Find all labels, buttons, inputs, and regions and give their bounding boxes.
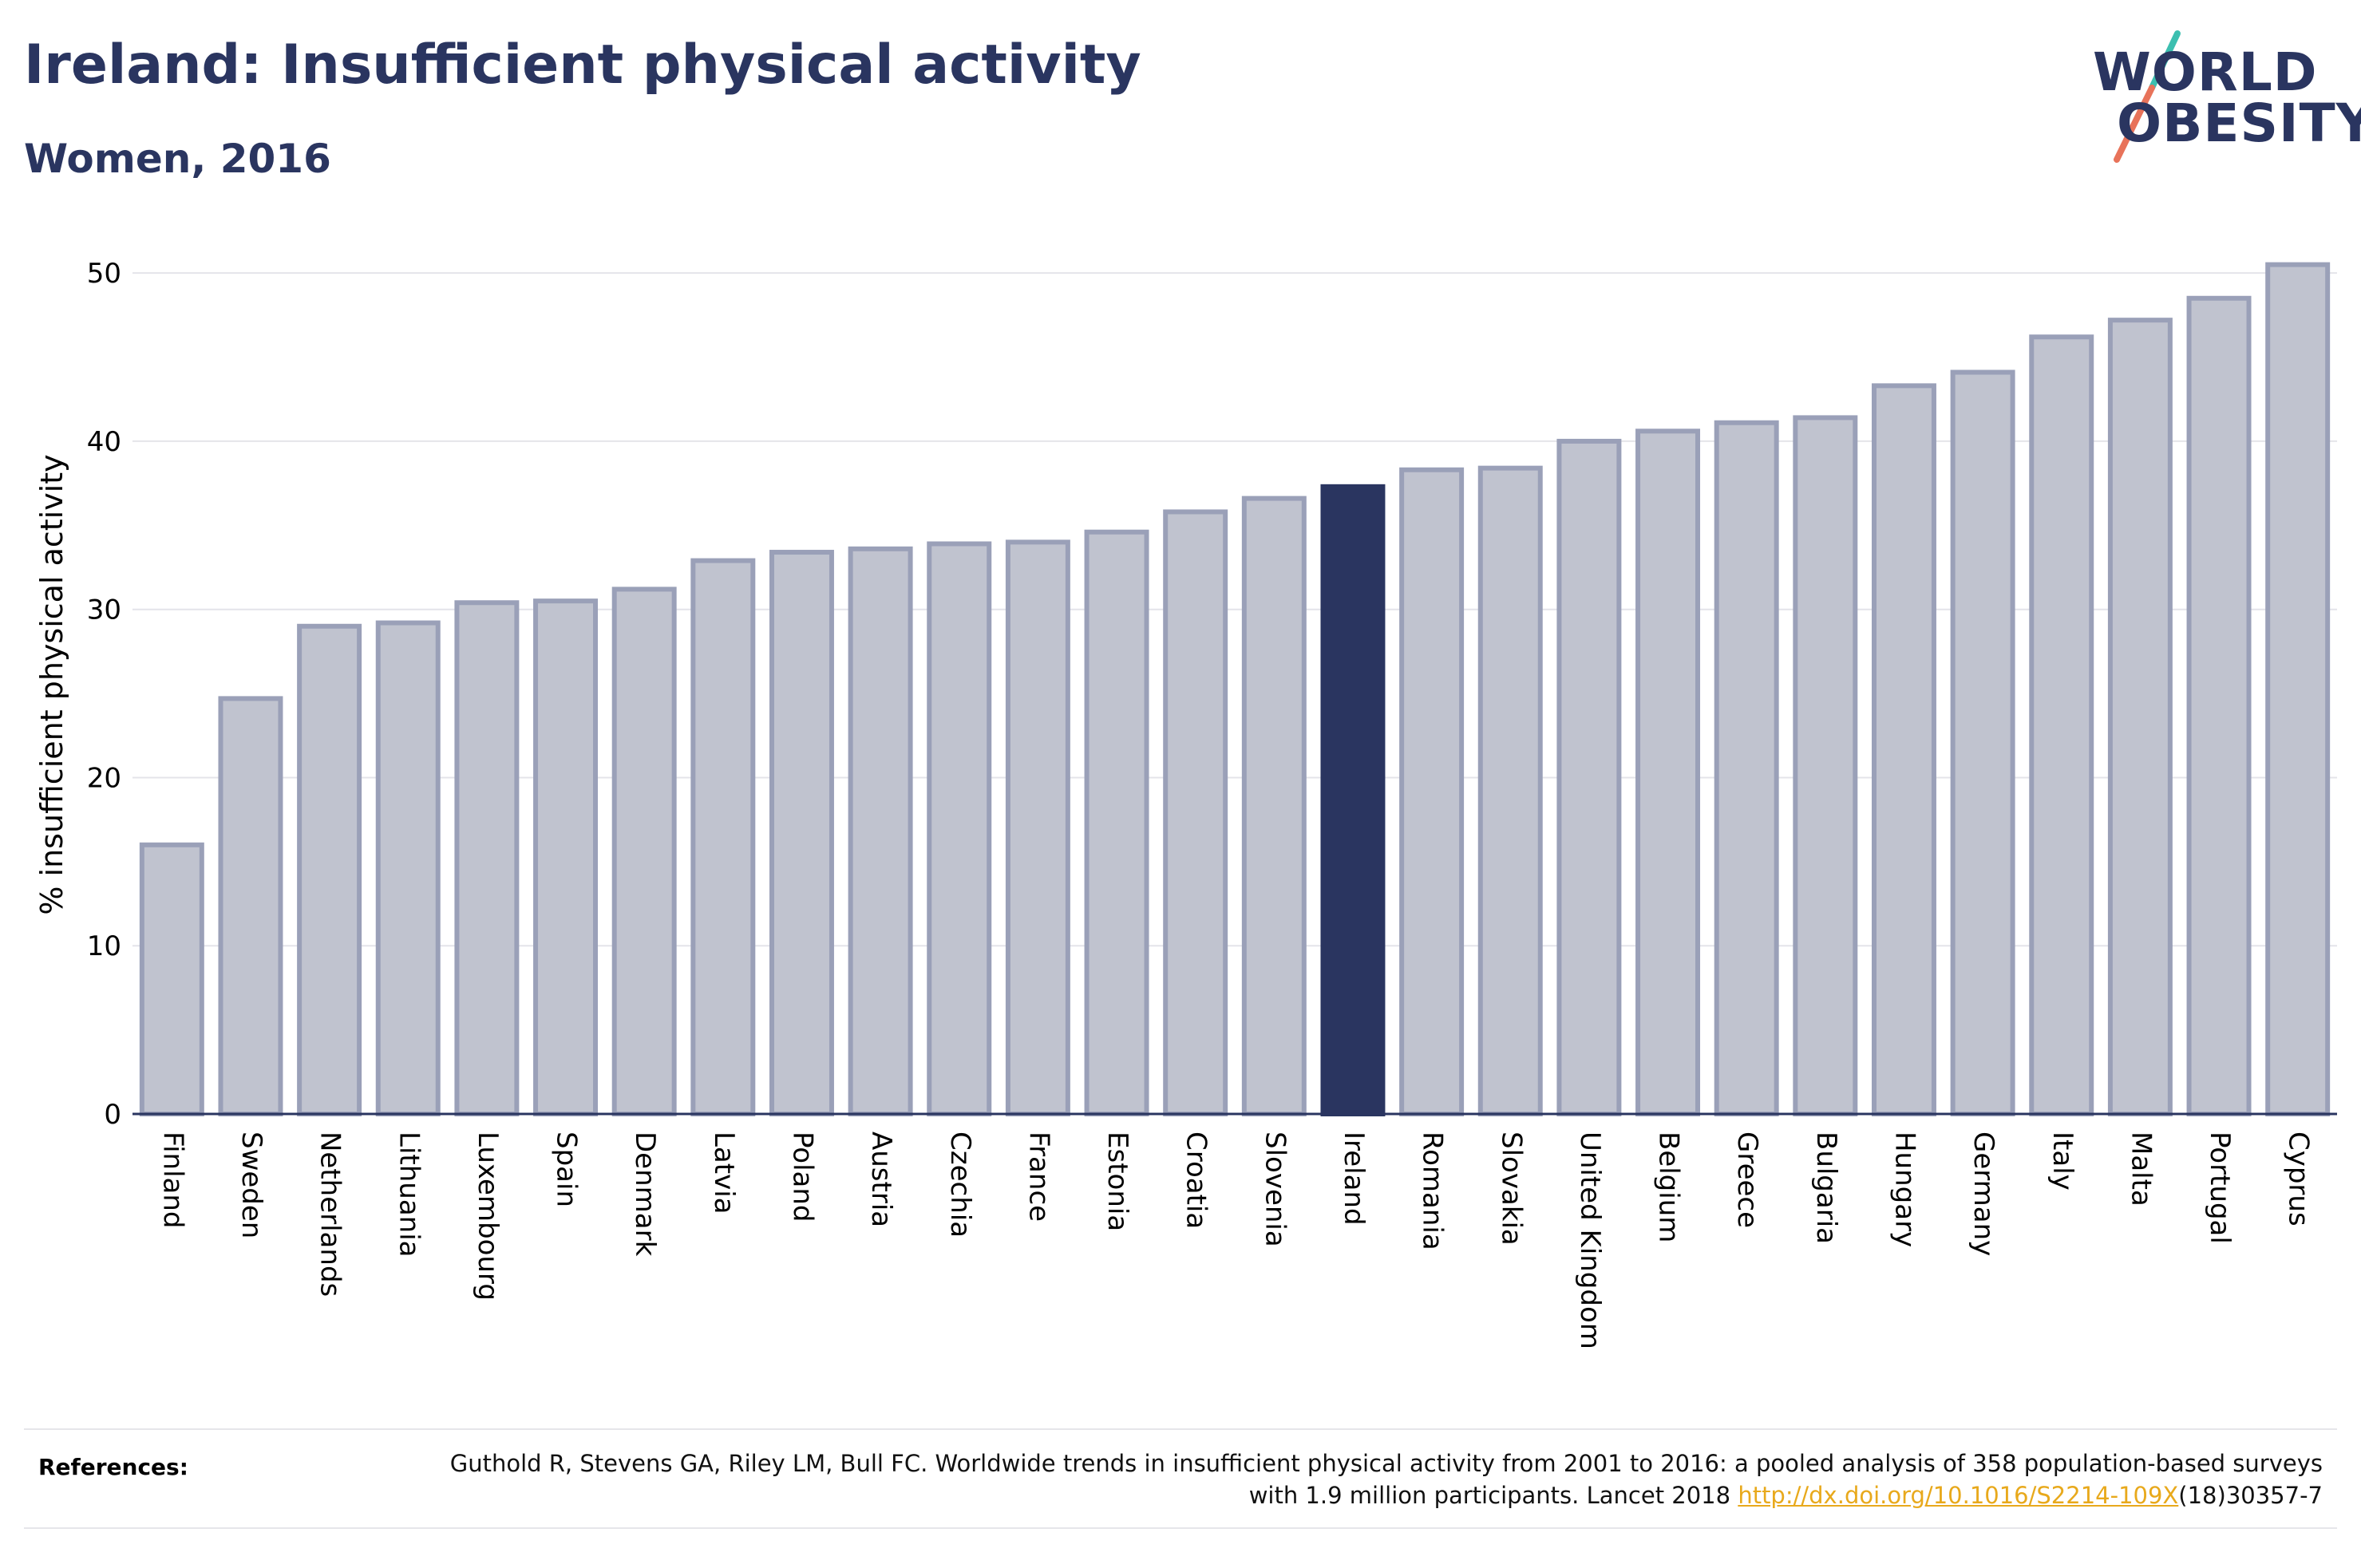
world-obesity-logo: WORLD OBESITY — [2075, 24, 2361, 184]
reference-citation: Guthold R, Stevens GA, Riley LM, Bull FC… — [449, 1450, 2323, 1509]
logo-text-obesity: OBESITY — [2117, 93, 2361, 154]
y-axis-ticks: 0 10 20 30 40 50 — [87, 258, 121, 1131]
y-tick-label: 10 — [87, 930, 121, 962]
bar-chart: 0 10 20 30 40 50 Finland Sweden Netherlands Lith… — [34, 258, 2337, 1349]
y-tick-label: 50 — [87, 258, 121, 290]
bar-spain — [533, 598, 599, 1116]
reference-citation-suffix: (18)30357-7 — [2178, 1482, 2323, 1509]
references-section: References: Guthold R, Stevens GA, Riley… — [24, 1428, 2337, 1529]
x-tick-label: Romania — [1417, 1132, 1449, 1250]
x-tick-label: Estonia — [1101, 1132, 1133, 1231]
bar-czechia — [927, 541, 992, 1116]
bar-netherlands — [297, 623, 362, 1116]
bar-belgium — [1635, 429, 1701, 1116]
bar-denmark — [611, 587, 677, 1116]
bar-poland — [769, 550, 834, 1116]
x-tick-label: Slovenia — [1259, 1132, 1291, 1247]
bar-sweden — [218, 696, 283, 1116]
references-label: References: — [38, 1454, 188, 1480]
x-tick-label: Germany — [1968, 1132, 1999, 1256]
x-tick-label: Spain — [551, 1132, 583, 1207]
bar-italy — [2029, 334, 2094, 1116]
y-axis-title: % insufficient physical activity — [34, 454, 69, 914]
x-tick-label: Czechia — [944, 1132, 976, 1238]
x-tick-label: Poland — [786, 1132, 818, 1222]
x-tick-label: Sweden — [235, 1132, 267, 1238]
x-tick-label: Hungary — [1888, 1132, 1920, 1247]
chart-subtitle: Women, 2016 — [24, 136, 331, 182]
y-tick-label: 0 — [104, 1099, 121, 1131]
bars — [139, 262, 2331, 1117]
x-tick-label: France — [1022, 1132, 1054, 1222]
x-tick-label: Latvia — [708, 1132, 740, 1215]
bar-romania — [1399, 467, 1465, 1116]
bar-finland — [139, 842, 204, 1117]
x-tick-label: Netherlands — [314, 1132, 346, 1297]
bar-malta — [2107, 318, 2173, 1116]
reference-doi-link[interactable]: http://dx.doi.org/10.1016/S2214-109X — [1738, 1482, 2179, 1509]
y-tick-label: 20 — [87, 762, 121, 794]
y-tick-label: 30 — [87, 594, 121, 626]
bar-hungary — [1871, 383, 1936, 1117]
bar-estonia — [1084, 529, 1149, 1116]
bar-luxembourg — [454, 600, 520, 1116]
bar-ireland — [1320, 484, 1386, 1116]
x-tick-label: Ireland — [1338, 1132, 1370, 1226]
bar-lithuania — [375, 620, 441, 1116]
bar-portugal — [2186, 295, 2252, 1116]
x-tick-label: Cyprus — [2283, 1132, 2315, 1226]
logo-text-world: WORLD — [2093, 41, 2318, 103]
x-tick-label: Belgium — [1653, 1132, 1685, 1242]
x-tick-label: Denmark — [629, 1132, 661, 1257]
x-tick-label: Slovakia — [1495, 1132, 1527, 1246]
bar-greece — [1714, 420, 1779, 1116]
bar-croatia — [1163, 509, 1228, 1116]
bar-cyprus — [2265, 262, 2331, 1117]
x-axis-categories: Finland Sweden Netherlands Lithuania Luxembo… — [156, 1132, 2314, 1349]
bar-slovenia — [1241, 496, 1307, 1116]
bar-austria — [848, 546, 913, 1116]
x-tick-label: Bulgaria — [1810, 1132, 1842, 1244]
x-tick-label: Italy — [2047, 1132, 2078, 1191]
x-tick-label: Malta — [2125, 1132, 2157, 1207]
x-tick-label: Greece — [1731, 1132, 1763, 1228]
bar-bulgaria — [1793, 415, 1858, 1116]
bar-united-kingdom — [1556, 438, 1622, 1116]
x-tick-label: Croatia — [1180, 1132, 1212, 1229]
bar-latvia — [690, 558, 756, 1116]
references-text: Guthold R, Stevens GA, Riley LM, Bull FC… — [407, 1448, 2323, 1511]
y-tick-label: 40 — [87, 426, 121, 458]
x-tick-label: Luxembourg — [472, 1132, 504, 1301]
x-tick-label: Lithuania — [393, 1132, 425, 1257]
bar-france — [1005, 539, 1070, 1116]
bar-germany — [1950, 369, 2015, 1116]
x-tick-label: Portugal — [2204, 1132, 2236, 1244]
x-tick-label: United Kingdom — [1574, 1132, 1606, 1349]
chart-title: Ireland: Insufficient physical activity — [24, 34, 1141, 97]
x-tick-label: Finland — [156, 1132, 188, 1229]
bar-slovakia — [1477, 465, 1543, 1116]
logo-slash-icon — [2114, 30, 2181, 163]
x-tick-label: Austria — [865, 1132, 897, 1227]
